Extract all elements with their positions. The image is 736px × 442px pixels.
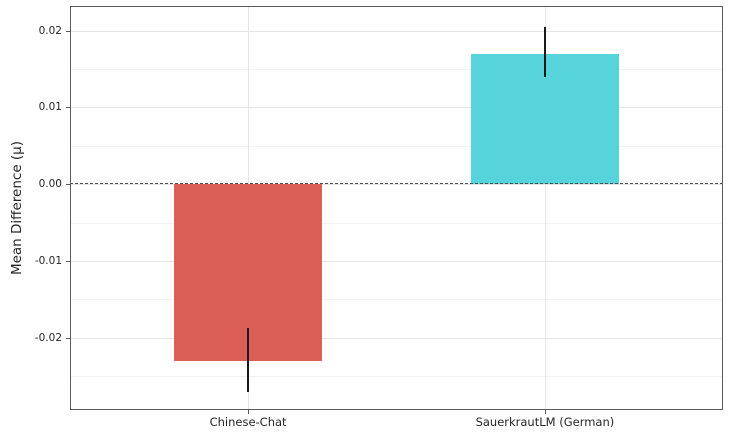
y-tick-label: 0.01: [38, 101, 62, 114]
gridline-horizontal-major: [70, 260, 723, 262]
y-tick-mark: [66, 260, 70, 262]
gridline-horizontal-major: [70, 337, 723, 339]
plot-border: [70, 6, 723, 410]
gridline-horizontal-major: [70, 30, 723, 32]
y-tick-label: 0.00: [38, 178, 62, 191]
zero-line: [70, 183, 723, 185]
y-tick-mark: [66, 107, 70, 109]
gridline-horizontal-major: [70, 184, 723, 186]
x-tick-mark: [248, 410, 250, 414]
x-tick-mark: [544, 410, 546, 414]
gridline-horizontal-major: [70, 107, 723, 109]
error-bar: [247, 327, 250, 392]
y-tick-mark: [66, 337, 70, 339]
error-bar: [543, 26, 546, 77]
gridline-horizontal-minor: [70, 222, 723, 224]
y-tick-label: 0.02: [38, 24, 62, 37]
y-tick-mark: [66, 30, 70, 32]
gridline-horizontal-minor: [70, 68, 723, 70]
y-tick-mark: [66, 184, 70, 186]
gridline-vertical-category: [544, 6, 546, 410]
gridline-horizontal-minor: [70, 145, 723, 147]
gridline-horizontal-minor: [70, 299, 723, 301]
x-tick-label: SauerkrautLM (German): [475, 415, 615, 429]
gridline-horizontal-minor: [70, 376, 723, 378]
x-tick-label: Chinese-Chat: [209, 415, 287, 429]
y-tick-label: -0.01: [34, 254, 62, 267]
y-tick-label: -0.02: [34, 331, 62, 344]
